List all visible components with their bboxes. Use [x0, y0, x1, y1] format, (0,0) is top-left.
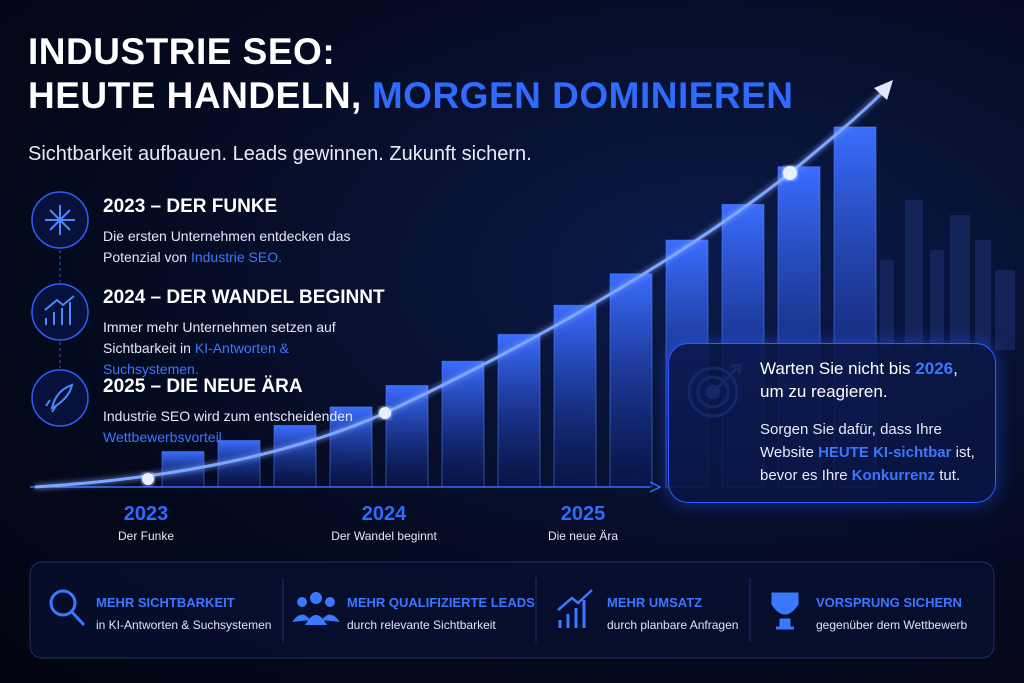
- point: [379, 407, 391, 419]
- milestone-body: Die ersten Unternehmen entdecken das Pot…: [103, 226, 383, 268]
- highlight: Wettbewerbsvorteil.: [103, 429, 226, 445]
- benefit-panel: [29, 561, 995, 659]
- timeline-year: 2025: [560, 503, 606, 525]
- title: INDUSTRIE SEO: HEUTE HANDELN, MORGEN DOMI…: [28, 30, 794, 118]
- text-part: Immer mehr Unternehmen setzen auf Sichtb…: [103, 319, 336, 356]
- title-line: INDUSTRIE SEO:: [28, 31, 336, 72]
- title-line: HEUTE HANDELN, MORGEN DOMINIEREN: [28, 74, 794, 118]
- subtitle: Sichtbarkeit aufbauen. Leads gewinnen. Z…: [28, 143, 532, 165]
- callout-body: Sorgen Sie dafür, dass Ihre Website HEUT…: [760, 418, 990, 487]
- benefit-icons: [49, 589, 799, 630]
- benefit-text: in KI-Antworten & Suchsystemen: [96, 618, 272, 632]
- milestone-heading: 2024 – DER WANDEL BEGINNT: [103, 287, 385, 308]
- decor-bar: [553, 304, 597, 488]
- text-part: Sorgen Sie dafür, dass Ihre Website: [760, 421, 942, 461]
- benefit-text: gegenüber dem Wettbewerb: [816, 618, 968, 632]
- timeline-year: 2024: [361, 503, 407, 525]
- text-part: Warten Sie nicht bis: [760, 359, 916, 378]
- benefit-text: durch relevante Sichtbarkeit: [347, 618, 496, 632]
- decor-bar: [609, 273, 653, 488]
- highlight: Industrie SEO.: [190, 249, 282, 265]
- benefit-text: durch planbare Anfragen: [607, 618, 739, 632]
- milestone-heading: 2025 – DIE NEUE ÄRA: [103, 376, 303, 397]
- highlight: 2026: [915, 359, 954, 378]
- dividers: [282, 578, 751, 642]
- timeline-label: Der Wandel beginnt: [331, 529, 437, 543]
- text-part: , um zu reagieren.: [760, 359, 958, 401]
- decor-bar: [385, 384, 429, 488]
- milestone-body: Immer mehr Unternehmen setzen auf Sichtb…: [103, 317, 383, 380]
- callout-heading: Warten Sie nicht bis 2026, um zu reagier…: [760, 357, 985, 403]
- text-part: Die ersten Unternehmen entdecken das Pot…: [103, 228, 351, 265]
- timeline-label: Die neue Ära: [547, 529, 619, 543]
- milestone-heading: 2023 – DER FUNKE: [103, 196, 278, 217]
- axis-arrow: [649, 481, 662, 493]
- callout-box: [668, 343, 996, 503]
- highlight: Konkurrenz: [851, 467, 936, 484]
- icon-glyphs: [44, 205, 75, 413]
- benefit-title: VORSPRUNG SICHERN: [816, 595, 962, 610]
- benefit-title: MEHR UMSATZ: [607, 595, 703, 610]
- curve-arrowhead: [874, 80, 893, 100]
- point: [783, 166, 797, 180]
- title-part: HEUTE HANDELN,: [28, 75, 362, 116]
- text-part: tut.: [935, 467, 961, 484]
- benefit-title: MEHR SICHTBARKEIT: [96, 595, 235, 610]
- highlight: HEUTE KI-sichtbar: [818, 444, 952, 461]
- timeline-label: Der Funke: [117, 529, 175, 543]
- growth-curve: [34, 88, 887, 489]
- point: [142, 473, 154, 485]
- highlight: KI-Antworten & Suchsystemen.: [103, 340, 289, 377]
- decor-bar: [441, 360, 485, 488]
- text-part: ist, bevor es Ihre: [760, 444, 975, 484]
- title-highlight: MORGEN DOMINIEREN: [371, 75, 794, 116]
- milestone-body: Industrie SEO wird zum entscheidenden We…: [103, 406, 383, 448]
- decor-bar: [273, 424, 317, 488]
- decor-bar: [497, 333, 541, 488]
- benefit-title: MEHR QUALIFIZIERTE LEADS: [347, 595, 535, 610]
- text-part: Industrie SEO wird zum entscheidenden: [103, 408, 353, 424]
- skyline: [880, 200, 1015, 350]
- timeline-year: 2023: [123, 503, 169, 525]
